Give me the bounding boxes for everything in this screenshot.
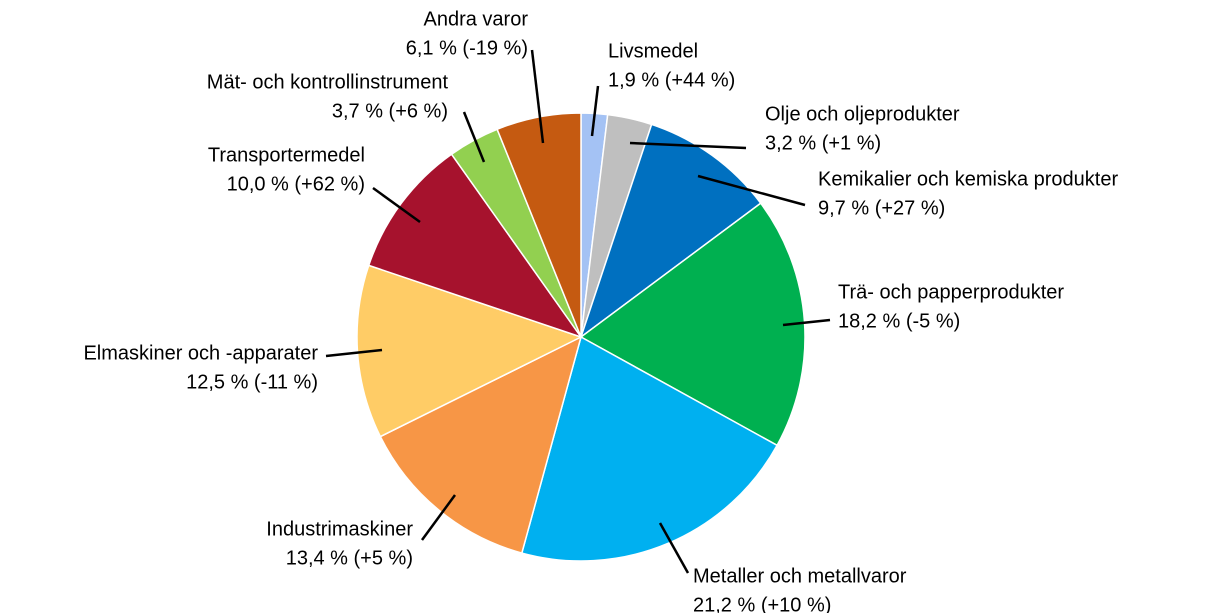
pie-slice (579, 123, 762, 340)
slice-label: Kemikalier och kemiska produkter (818, 168, 1118, 190)
leader-line (658, 522, 690, 574)
leader-line (462, 111, 486, 163)
leader-line (590, 85, 600, 137)
value-label: 9,7 % (+27 %) (818, 197, 945, 219)
leader-line (325, 348, 383, 358)
value-label: 3,7 % (+6 %) (332, 100, 448, 122)
value-label: 6,1 % (-19 %) (406, 37, 528, 59)
slice-label: Livsmedel (608, 40, 698, 62)
value-label: 3,2 % (+1 %) (765, 132, 881, 154)
slice-label: Trä- och papperprodukter (838, 281, 1064, 303)
value-label: 12,5 % (-11 %) (186, 371, 318, 393)
value-label: 13,4 % (+5 %) (286, 547, 413, 569)
slice-label: Transportermedel (208, 144, 365, 166)
leader-line (697, 174, 806, 207)
value-label: 10,0 % (+62 %) (227, 173, 365, 195)
leader-line (372, 186, 421, 224)
pie-slice (520, 335, 779, 562)
value-label: 18,2 % (-5 %) (838, 310, 960, 332)
slice-label: Andra varor (424, 8, 529, 30)
slice-label: Elmaskiner och -apparater (83, 342, 318, 364)
value-label: 21,2 % (+10 %) (693, 594, 831, 613)
leader-line (782, 318, 831, 327)
pie-slice (496, 112, 582, 338)
value-label: 1,9 % (+44 %) (608, 69, 735, 91)
slice-label: Metaller och metallvaror (693, 565, 907, 587)
slice-label: Olje och oljeprodukter (765, 103, 960, 125)
leader-line (420, 494, 457, 541)
slice-label: Industrimaskiner (266, 518, 413, 540)
leader-line (530, 49, 545, 144)
pie-slice (367, 153, 583, 339)
pie-slice (379, 335, 583, 554)
leader-line (629, 141, 747, 150)
slice-label: Mät- och kontrollinstrument (207, 71, 449, 93)
